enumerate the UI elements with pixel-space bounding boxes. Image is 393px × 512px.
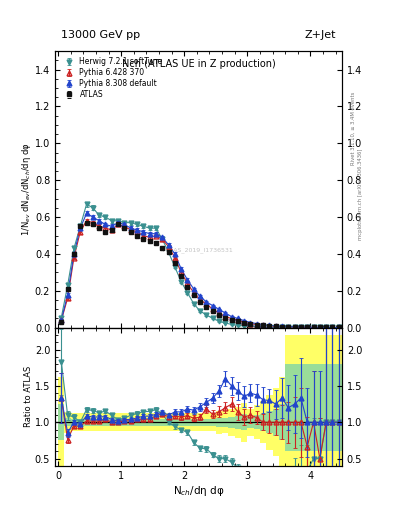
- Legend: Herwig 7.2.1 softTune, Pythia 6.428 370, Pythia 8.308 default, ATLAS: Herwig 7.2.1 softTune, Pythia 6.428 370,…: [59, 55, 165, 101]
- Text: 13000 GeV pp: 13000 GeV pp: [61, 30, 140, 40]
- Text: Nch (ATLAS UE in Z production): Nch (ATLAS UE in Z production): [121, 59, 275, 70]
- Y-axis label: Ratio to ATLAS: Ratio to ATLAS: [24, 366, 33, 428]
- Text: Rivet 3.1.10, ≥ 3.4M events: Rivet 3.1.10, ≥ 3.4M events: [351, 91, 356, 165]
- X-axis label: N$_{ch}$/dη dφ: N$_{ch}$/dη dφ: [173, 483, 224, 498]
- Text: ATLAS_2019_I1736531: ATLAS_2019_I1736531: [163, 247, 234, 253]
- Text: mcplots.cern.ch [arXiv:1306.3436]: mcplots.cern.ch [arXiv:1306.3436]: [358, 149, 363, 240]
- Y-axis label: 1/N$_{ev}$ dN$_{ev}$/dN$_{ch}$/dη dφ: 1/N$_{ev}$ dN$_{ev}$/dN$_{ch}$/dη dφ: [20, 143, 33, 236]
- Text: Z+Jet: Z+Jet: [305, 30, 336, 40]
